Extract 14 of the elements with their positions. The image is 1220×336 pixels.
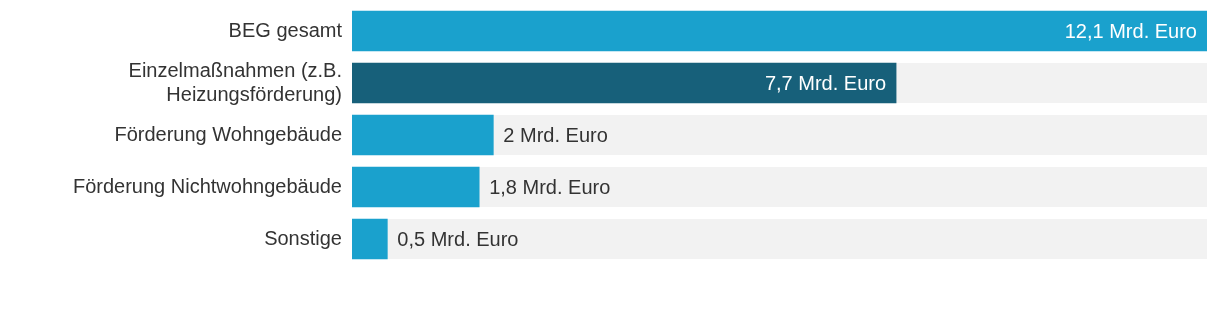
- y-tick-label: Sonstige: [264, 226, 342, 249]
- y-tick-label: Förderung Nichtwohngebäude: [72, 174, 342, 197]
- bar: [352, 114, 494, 156]
- data-label: 0,5 Mrd. Euro: [397, 227, 519, 250]
- bar: [352, 10, 1207, 52]
- data-label: 1,8 Mrd. Euro: [489, 175, 611, 198]
- data-label: 7,7 Mrd. Euro: [764, 71, 887, 94]
- data-label: 12,1 Mrd. Euro: [1064, 19, 1197, 42]
- bar: [352, 218, 388, 260]
- y-tick-label: BEG gesamt: [228, 18, 343, 41]
- bar: [352, 166, 480, 208]
- data-label: 2 Mrd. Euro: [503, 123, 608, 146]
- y-tick-label: Einzelmaßnahmen (z.B. Heizungsförderung): [128, 58, 342, 105]
- y-tick-label: Förderung Wohngebäude: [114, 122, 342, 145]
